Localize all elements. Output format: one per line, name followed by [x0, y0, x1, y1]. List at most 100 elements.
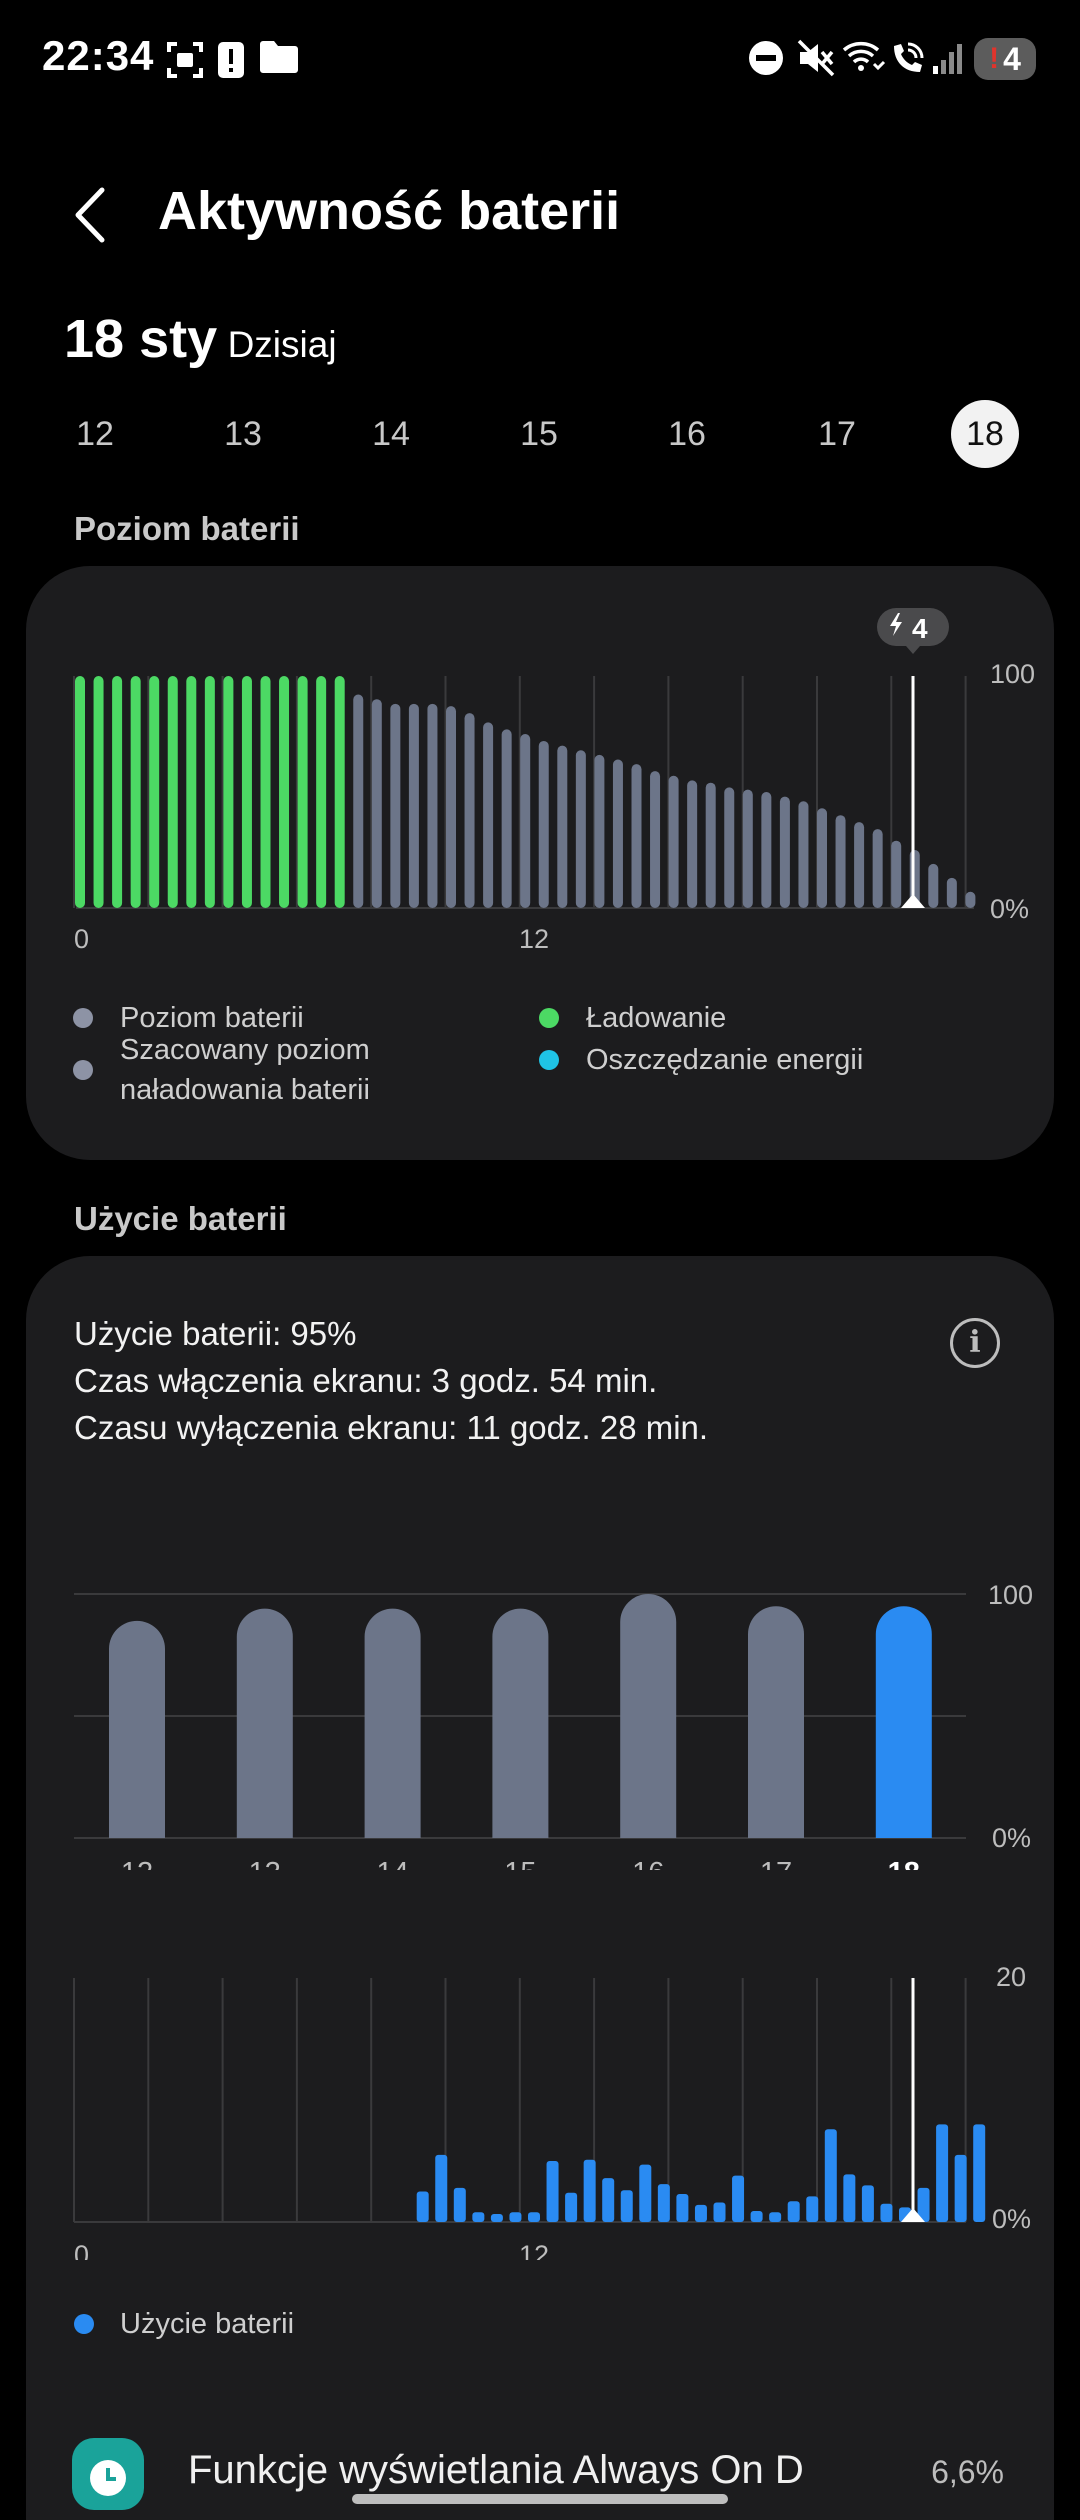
level-bar [557, 745, 568, 908]
screenshot-icon [167, 42, 203, 78]
app-usage-row[interactable]: Funkcje wyświetlania Always On D 6,6% [26, 2420, 1054, 2520]
charging-bar [149, 676, 160, 908]
day-12[interactable]: 12 [76, 414, 114, 453]
weekly-bar[interactable] [109, 1620, 166, 1838]
level-bar [650, 771, 661, 908]
day-18[interactable]: 18 [951, 400, 1019, 468]
y-tick-100: 100 [990, 659, 1035, 689]
legend-dot-usage [74, 2314, 94, 2334]
page-title: Aktywność baterii [158, 181, 621, 241]
charging-bar [334, 676, 345, 908]
hourly-bar [973, 2124, 986, 2222]
level-bar [835, 815, 846, 908]
level-bar [872, 829, 883, 908]
charging-bar [75, 676, 85, 908]
signal-icon [933, 44, 962, 74]
level-bar [446, 706, 456, 908]
hourly-bar [917, 2187, 930, 2222]
charging-bar [93, 676, 104, 908]
weekly-x-tick: 12 [121, 1857, 153, 1870]
battery-usage-title: Użycie baterii [74, 1200, 287, 1237]
home-indicator[interactable] [352, 2494, 728, 2504]
weekly-bar[interactable] [620, 1594, 677, 1838]
legend-estimated-line2: naładowania baterii [120, 1074, 370, 1106]
hourly-bar [824, 2129, 837, 2222]
level-bar [612, 759, 623, 908]
hourly-bar [806, 2196, 819, 2222]
weekly-bar[interactable] [875, 1606, 932, 1838]
back-arrow-icon[interactable] [60, 180, 120, 250]
level-bar [408, 703, 419, 908]
charging-bar [297, 676, 308, 908]
day-15[interactable]: 15 [520, 414, 558, 453]
day-14[interactable]: 14 [372, 414, 410, 453]
hourly-marker-handle[interactable] [901, 2208, 925, 2222]
legend-estimated-line1: Szacowany poziom [120, 1034, 370, 1066]
level-bar [575, 750, 586, 908]
battery-icon: ! 4 [974, 38, 1036, 80]
hourly-bar [620, 2190, 633, 2222]
always-on-display-icon [72, 2438, 144, 2510]
weekly-bar[interactable] [492, 1608, 549, 1838]
hourly-y-tick-0: 0% [992, 2204, 1031, 2234]
charging-bar [316, 676, 327, 908]
alert-icon [218, 42, 244, 78]
weekly-x-tick: 14 [376, 1857, 408, 1870]
charge-badge-pointer [906, 646, 920, 654]
legend-power-saving: Oszczędzanie energii [586, 1044, 864, 1076]
legend-dot-power-saving [539, 1050, 559, 1070]
charging-bar [279, 676, 290, 908]
hourly-bar [787, 2201, 800, 2222]
charging-bar [241, 676, 252, 908]
level-bar [631, 764, 642, 908]
hourly-bar [954, 2154, 967, 2222]
hourly-bar [936, 2124, 949, 2222]
usage-percent: Użycie baterii: 95% [74, 1315, 357, 1352]
day-13[interactable]: 13 [224, 414, 262, 453]
hourly-bar [880, 2203, 893, 2222]
screen-on-time: Czas włączenia ekranu: 3 godz. 54 min. [74, 1362, 658, 1399]
status-bar: 22:34 ! 4 [0, 0, 1080, 120]
info-icon[interactable]: i [950, 1318, 1000, 1368]
level-bar [538, 740, 549, 908]
hourly-bar [676, 2193, 689, 2222]
level-bar [427, 703, 438, 908]
charging-bar [204, 676, 215, 908]
level-bar [353, 694, 364, 908]
battery-usage-card [26, 1256, 1054, 2520]
wifi-calling-icon [842, 42, 886, 71]
hourly-bar [602, 2178, 615, 2222]
battery-level-title: Poziom baterii [74, 510, 300, 547]
screen-off-time: Czasu wyłączenia ekranu: 11 godz. 28 min… [74, 1409, 709, 1446]
level-bar [371, 699, 382, 908]
warning-icon: ! [989, 42, 1000, 75]
weekly-x-tick: 17 [760, 1857, 792, 1870]
level-bar [724, 787, 735, 908]
date-heading: 18 sty Dzisiaj [64, 308, 337, 370]
hourly-bar [639, 2164, 652, 2222]
folder-icon [260, 41, 298, 73]
date-sub: Dzisiaj [227, 324, 337, 365]
hourly-bar [509, 2212, 522, 2222]
hourly-bar [750, 2211, 763, 2222]
marker-handle[interactable] [901, 894, 925, 908]
clock: 22:34 [42, 32, 155, 79]
weekly-y-tick-0: 0% [992, 1823, 1031, 1853]
charging-bar [186, 676, 197, 908]
usage-summary: Użycie baterii: 95% Czas włączenia ekran… [74, 1310, 708, 1451]
day-16[interactable]: 16 [668, 414, 706, 453]
hourly-x-tick-12: 12 [519, 2240, 549, 2260]
hourly-bar [713, 2202, 726, 2222]
weekly-bar[interactable] [364, 1608, 421, 1838]
charging-bar [223, 676, 234, 908]
day-17[interactable]: 17 [818, 414, 856, 453]
level-bar [817, 808, 827, 908]
weekly-bar[interactable] [748, 1606, 804, 1838]
hourly-bar [453, 2187, 466, 2222]
legend-dot-estimated [73, 1060, 93, 1080]
level-bar [390, 703, 401, 908]
legend-level: Poziom baterii [120, 1002, 304, 1034]
level-bar [742, 789, 753, 908]
weekly-bar[interactable] [236, 1608, 293, 1838]
current-time-marker: 4 [877, 608, 949, 908]
